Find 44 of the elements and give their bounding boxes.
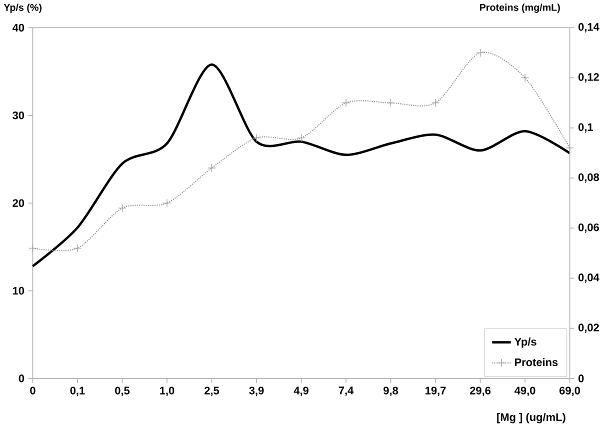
point [118,204,126,212]
y-tick-label: 30 [12,112,24,120]
point [162,198,172,208]
y2-tick-label: 0,1 [578,123,593,133]
legend-label: Yp/s [514,338,536,348]
y2-tick-label: 0,14 [578,23,600,32]
point [342,98,350,108]
y2-tick-label: 0,06 [578,224,599,233]
x-axis-title: [Mg ] (ug/mL) [497,413,566,424]
x-tick-label: 69,0 [560,386,580,396]
legend-label: Proteins [514,358,558,366]
point [252,134,261,142]
y-tick-label: 0 [18,374,24,382]
x-tick-label: 0 [30,386,36,394]
x-tick-label: 1,0 [160,386,174,396]
y-tick-label: 20 [12,199,24,207]
point [297,134,306,142]
y2-tick-label: 0,12 [578,73,599,83]
x-tick-label: 0,1 [70,386,85,396]
point [73,244,82,252]
y-tick-label: 40 [12,24,24,32]
x-tick-label: 2,5 [204,386,220,396]
x-tick-label: 7,4 [338,386,354,396]
x-tick-label: 9,8 [384,386,398,396]
x-tick-label: 0,5 [115,386,130,396]
y2-tick-label: 0 [578,374,584,382]
x-tick-label: 3,9 [249,386,264,396]
x-tick-label: 4,9 [294,386,308,396]
x-tick-label: 29,6 [470,386,491,396]
point [208,164,216,172]
point [520,74,530,82]
y-axis-title: Yp/s (%) [4,4,42,13]
y2-tick-label: 0,08 [578,173,600,183]
x-tick-label: 19,7 [426,386,446,396]
y2-tick-label: 0,04 [578,274,600,283]
x-tick-label: 49,0 [514,386,536,396]
y2-tick-label: 0,02 [578,324,599,334]
y-tick-label: 10 [12,286,24,295]
point [431,98,440,108]
y2-axis-title: Proteins (mg/mL) [480,4,560,13]
point [566,144,574,152]
point [476,48,484,57]
point [386,98,395,108]
point [28,244,37,252]
